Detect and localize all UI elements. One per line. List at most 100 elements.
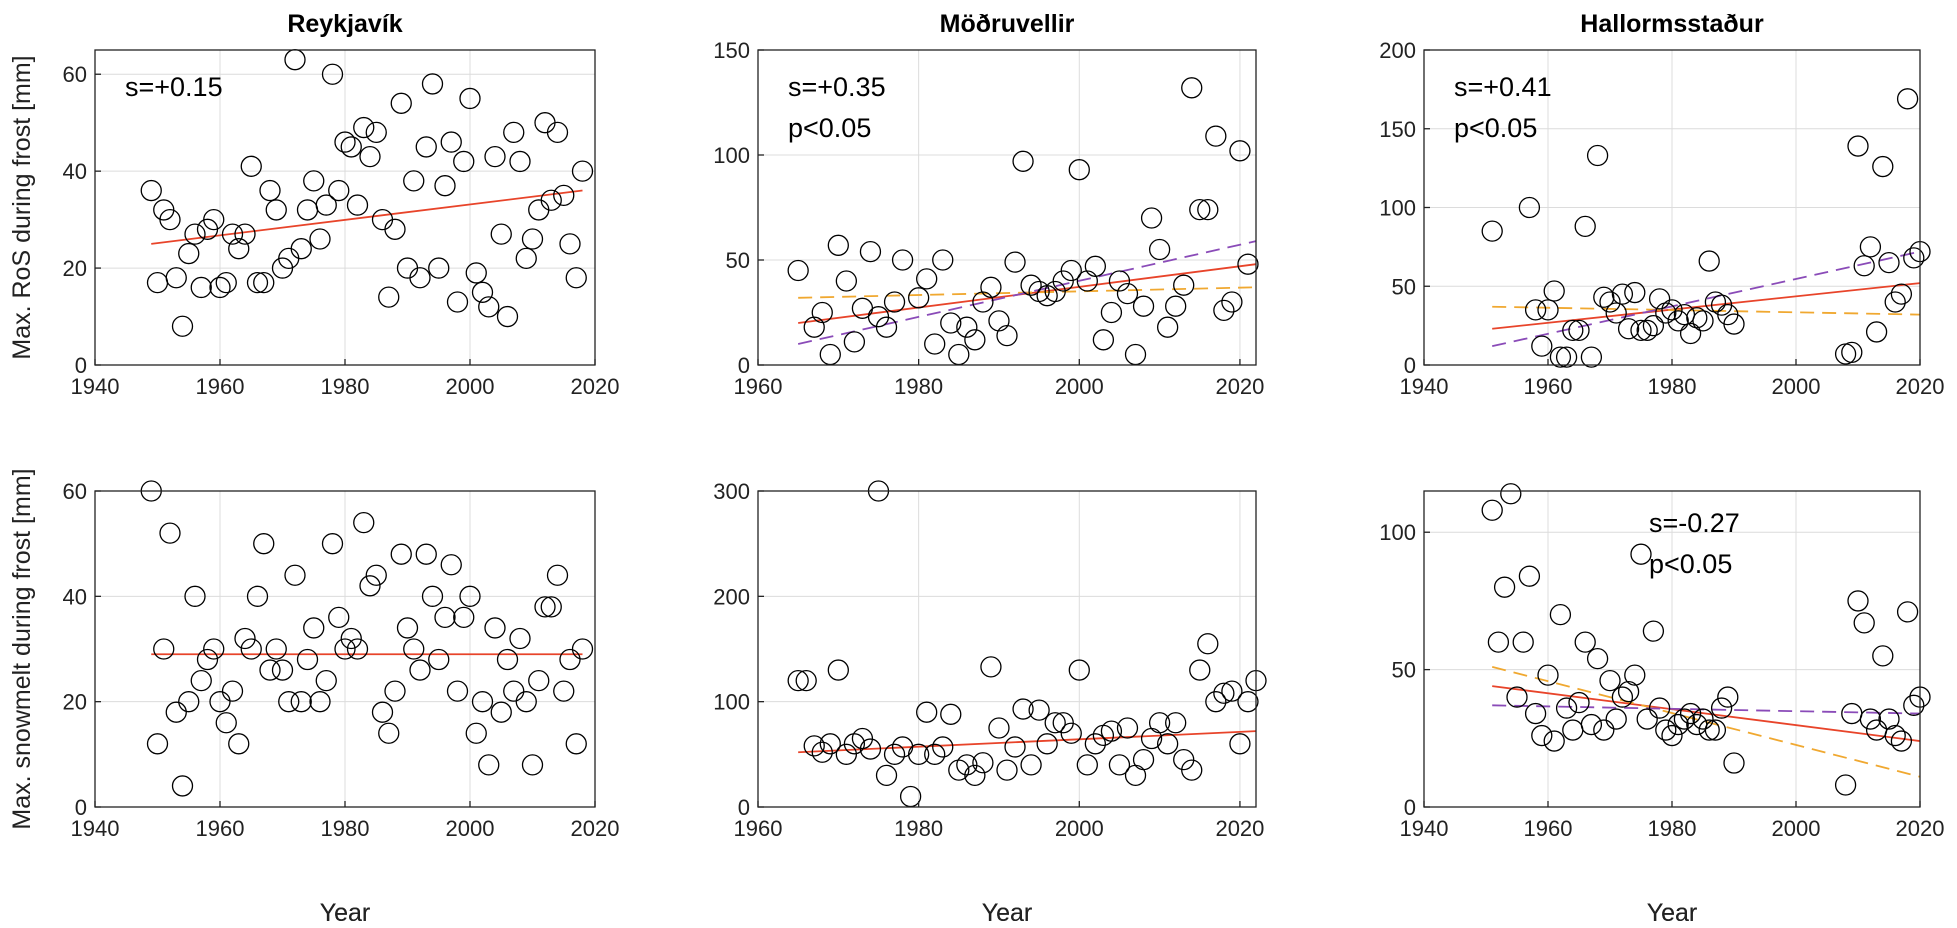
data-point bbox=[491, 224, 511, 244]
data-point bbox=[216, 273, 236, 293]
data-point bbox=[491, 702, 511, 722]
data-point bbox=[441, 555, 461, 575]
data-point bbox=[1631, 544, 1651, 564]
data-point bbox=[498, 307, 518, 327]
x-axis-label: Year bbox=[982, 899, 1033, 927]
data-point bbox=[1488, 632, 1508, 652]
data-point bbox=[1544, 281, 1564, 301]
y-tick-label: 0 bbox=[75, 795, 87, 820]
data-point bbox=[298, 200, 318, 220]
x-tick-label: 2020 bbox=[571, 816, 620, 841]
data-point bbox=[179, 244, 199, 264]
data-point bbox=[541, 190, 561, 210]
y-tick-label: 0 bbox=[75, 353, 87, 378]
chart-panel-mod-ros: 1960 1980 2000 2020050100150MöðruvellirYear… bbox=[713, 10, 1264, 927]
data-point bbox=[941, 704, 961, 724]
data-point bbox=[485, 147, 505, 167]
data-point bbox=[266, 200, 286, 220]
data-point bbox=[1854, 256, 1874, 276]
data-point bbox=[1190, 200, 1210, 220]
data-point bbox=[498, 650, 518, 670]
data-point bbox=[516, 248, 536, 268]
data-point bbox=[410, 268, 430, 288]
panel-title: Möðruvellir bbox=[940, 10, 1075, 38]
y-axis-label: Max. snowmelt during frost [mm] bbox=[8, 468, 36, 829]
data-point bbox=[1013, 151, 1033, 171]
data-point bbox=[1093, 330, 1113, 350]
data-point bbox=[266, 639, 286, 659]
data-point bbox=[1532, 726, 1552, 746]
data-point bbox=[1594, 720, 1614, 740]
data-point bbox=[1588, 146, 1608, 166]
data-point bbox=[917, 702, 937, 722]
data-point bbox=[1842, 704, 1862, 724]
data-point bbox=[529, 671, 549, 691]
data-point bbox=[379, 723, 399, 743]
data-point bbox=[1150, 240, 1170, 260]
data-point bbox=[191, 277, 211, 297]
data-point bbox=[1021, 755, 1041, 775]
data-point bbox=[1637, 709, 1657, 729]
stats-annotation: s=+0.35 bbox=[788, 72, 886, 102]
data-point bbox=[1867, 322, 1887, 342]
data-point bbox=[997, 760, 1017, 780]
data-point bbox=[160, 523, 180, 543]
data-point bbox=[1101, 303, 1121, 323]
data-point bbox=[917, 269, 937, 289]
data-point bbox=[1134, 296, 1154, 316]
data-point bbox=[989, 718, 1009, 738]
data-point bbox=[1085, 256, 1105, 276]
data-point bbox=[285, 565, 305, 585]
y-tick-label: 100 bbox=[1379, 196, 1416, 221]
data-point bbox=[1885, 726, 1905, 746]
data-point bbox=[1077, 755, 1097, 775]
data-point bbox=[154, 639, 174, 659]
data-point bbox=[1166, 296, 1186, 316]
data-point bbox=[1222, 292, 1242, 312]
data-point bbox=[435, 607, 455, 627]
data-point bbox=[385, 219, 405, 239]
y-tick-label: 50 bbox=[1392, 274, 1416, 299]
stats-annotation: p<0.05 bbox=[1454, 113, 1537, 143]
data-point bbox=[1873, 157, 1893, 177]
data-point bbox=[173, 776, 193, 796]
data-point bbox=[1867, 720, 1887, 740]
data-point bbox=[448, 292, 468, 312]
x-tick-label: 2000 bbox=[1772, 816, 1821, 841]
data-point bbox=[828, 235, 848, 255]
data-point bbox=[1575, 216, 1595, 236]
data-point bbox=[185, 224, 205, 244]
data-point bbox=[1898, 89, 1918, 109]
x-tick-label: 2000 bbox=[1772, 374, 1821, 399]
data-point bbox=[466, 263, 486, 283]
data-point bbox=[241, 156, 261, 176]
x-tick-label: 1980 bbox=[1648, 374, 1697, 399]
data-point bbox=[1198, 634, 1218, 654]
data-point bbox=[373, 702, 393, 722]
y-tick-label: 60 bbox=[63, 62, 87, 87]
data-point bbox=[285, 50, 305, 70]
data-point bbox=[148, 273, 168, 293]
data-point bbox=[925, 744, 945, 764]
data-point bbox=[1643, 316, 1663, 336]
data-point bbox=[1166, 713, 1186, 733]
data-point bbox=[560, 234, 580, 254]
data-point bbox=[254, 534, 274, 554]
y-tick-label: 200 bbox=[713, 584, 750, 609]
data-point bbox=[1693, 311, 1713, 331]
data-point bbox=[1526, 704, 1546, 724]
data-point bbox=[788, 261, 808, 281]
data-point bbox=[348, 195, 368, 215]
data-point bbox=[316, 195, 336, 215]
data-point bbox=[1198, 200, 1218, 220]
y-tick-label: 150 bbox=[1379, 117, 1416, 142]
data-point bbox=[373, 210, 393, 230]
y-tick-label: 0 bbox=[1404, 353, 1416, 378]
data-point bbox=[1625, 665, 1645, 685]
trend-line-dash-orange bbox=[798, 287, 1256, 298]
x-tick-label: 2020 bbox=[1215, 374, 1264, 399]
data-point bbox=[1126, 765, 1146, 785]
x-tick-label: 2000 bbox=[1055, 374, 1104, 399]
data-point bbox=[1575, 632, 1595, 652]
data-point bbox=[360, 147, 380, 167]
